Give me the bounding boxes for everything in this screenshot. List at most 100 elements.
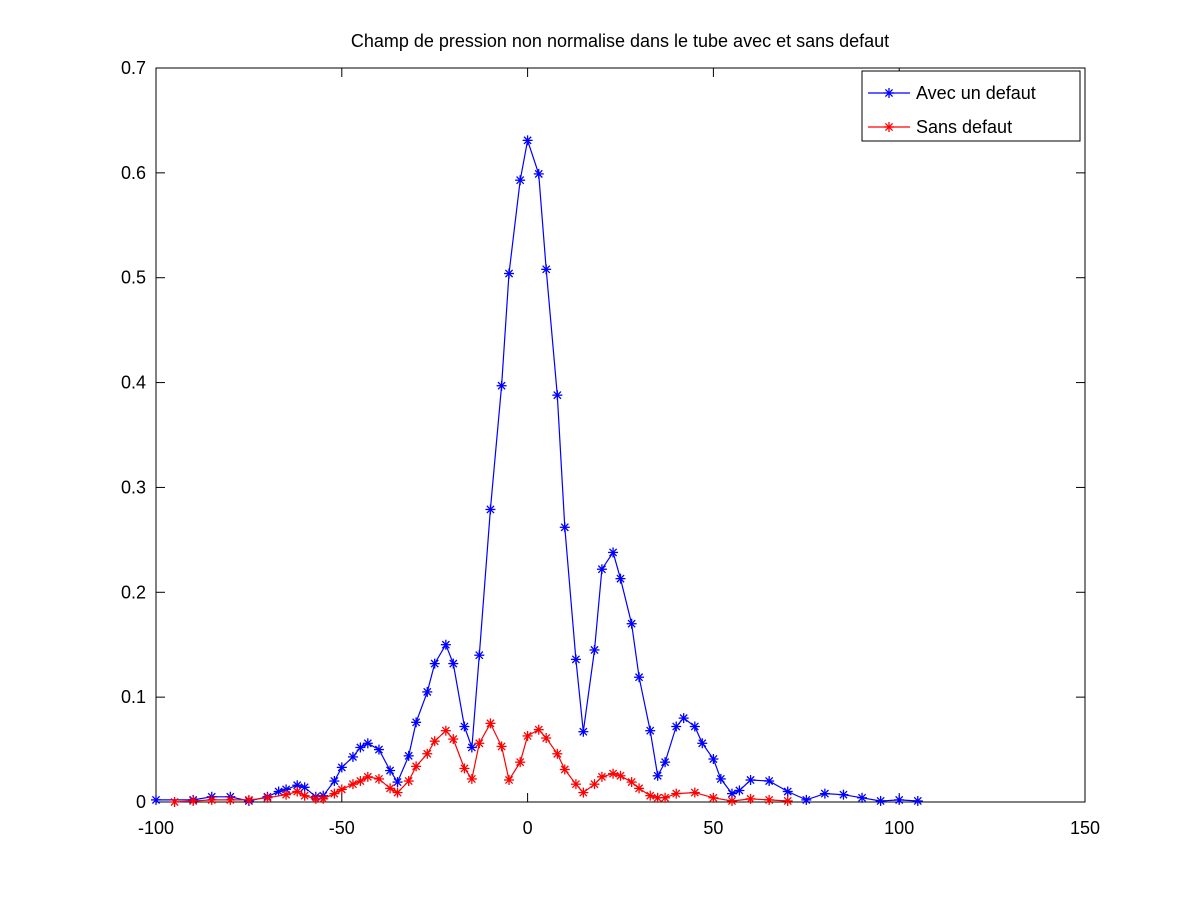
data-point-avec-un-defaut: [570, 654, 581, 665]
data-point-sans-defaut: [552, 748, 563, 759]
data-point-sans-defaut: [474, 738, 485, 749]
data-point-avec-un-defaut: [715, 773, 726, 784]
data-point-sans-defaut: [281, 789, 292, 800]
data-point-avec-un-defaut: [589, 644, 600, 655]
data-point-avec-un-defaut: [299, 782, 310, 793]
y-tick-label: 0.3: [121, 477, 146, 497]
data-point-sans-defaut: [634, 783, 645, 794]
data-point-sans-defaut: [225, 794, 236, 805]
data-point-sans-defaut: [726, 795, 737, 806]
data-point-sans-defaut: [299, 790, 310, 801]
data-point-avec-un-defaut: [422, 686, 433, 697]
data-point-sans-defaut: [745, 793, 756, 804]
y-tick-label: 0.1: [121, 687, 146, 707]
data-point-avec-un-defaut: [329, 776, 340, 787]
data-point-avec-un-defaut: [362, 738, 373, 749]
data-point-sans-defaut: [188, 795, 199, 806]
legend-label-sans-defaut: Sans defaut: [916, 117, 1012, 137]
data-point-avec-un-defaut: [596, 564, 607, 575]
x-tick-label: 50: [703, 818, 723, 838]
data-point-avec-un-defaut: [660, 757, 671, 768]
data-point-avec-un-defaut: [838, 789, 849, 800]
data-point-avec-un-defaut: [496, 380, 507, 391]
data-point-sans-defaut: [169, 797, 180, 807]
data-point-sans-defaut: [355, 776, 366, 787]
data-point-avec-un-defaut: [652, 770, 663, 781]
data-point-avec-un-defaut: [552, 390, 563, 401]
data-point-sans-defaut: [578, 787, 589, 798]
data-point-avec-un-defaut: [734, 785, 745, 796]
data-point-avec-un-defaut: [515, 175, 526, 186]
data-point-avec-un-defaut: [336, 762, 347, 773]
data-point-sans-defaut: [466, 773, 477, 784]
data-point-avec-un-defaut: [533, 168, 544, 179]
data-point-sans-defaut: [608, 768, 619, 779]
data-point-avec-un-defaut: [448, 658, 459, 669]
data-point-avec-un-defaut: [541, 264, 552, 275]
data-point-sans-defaut: [292, 786, 303, 797]
axes-frame: [155, 67, 1086, 803]
data-point-avec-un-defaut: [608, 547, 619, 558]
data-point-avec-un-defaut: [912, 795, 923, 806]
data-point-sans-defaut: [559, 764, 570, 775]
x-tick-label: 150: [1070, 818, 1100, 838]
data-point-avec-un-defaut: [708, 754, 719, 765]
data-point-avec-un-defaut: [559, 522, 570, 533]
data-point-avec-un-defaut: [671, 721, 682, 732]
data-point-sans-defaut: [515, 757, 526, 768]
data-point-avec-un-defaut: [273, 786, 284, 797]
y-tick-label: 0.7: [121, 58, 146, 78]
data-point-avec-un-defaut: [522, 135, 533, 146]
data-point-avec-un-defaut: [645, 725, 656, 736]
y-tick-label: 0.2: [121, 582, 146, 602]
data-point-avec-un-defaut: [292, 780, 303, 791]
data-point-sans-defaut: [764, 794, 775, 805]
data-point-sans-defaut: [411, 761, 422, 772]
data-point-avec-un-defaut: [578, 726, 589, 737]
data-point-avec-un-defaut: [857, 792, 868, 803]
y-tick-label: 0.6: [121, 163, 146, 183]
chart-title: Champ de pression non normalise dans le …: [351, 31, 889, 51]
data-point-avec-un-defaut: [634, 672, 645, 683]
data-point-avec-un-defaut: [411, 717, 422, 728]
data-point-sans-defaut: [645, 790, 656, 801]
legend-marker-avec-un-defaut: [884, 88, 894, 98]
data-point-sans-defaut: [615, 770, 626, 781]
data-point-avec-un-defaut: [392, 777, 403, 788]
data-point-avec-un-defaut: [745, 774, 756, 785]
data-point-avec-un-defaut: [429, 658, 440, 669]
data-point-sans-defaut: [403, 776, 414, 787]
data-point-sans-defaut: [485, 718, 496, 729]
legend-box: [861, 70, 1081, 142]
data-point-avec-un-defaut: [355, 742, 366, 753]
data-point-sans-defaut: [782, 795, 793, 806]
data-point-sans-defaut: [347, 779, 358, 790]
plot-area: -100 -50 0 50 100 150 0 0.1 0.2 0.3 0.4 0.5 0.6 0.7 Av…: [121, 58, 1100, 838]
data-point-sans-defaut: [504, 774, 515, 785]
data-point-sans-defaut: [522, 730, 533, 741]
data-point-sans-defaut: [459, 763, 470, 774]
data-point-avec-un-defaut: [474, 650, 485, 661]
data-point-avec-un-defaut: [801, 794, 812, 805]
data-point-avec-un-defaut: [782, 786, 793, 797]
data-point-sans-defaut: [448, 734, 459, 745]
data-point-avec-un-defaut: [678, 713, 689, 724]
data-point-sans-defaut: [496, 741, 507, 752]
data-point-avec-un-defaut: [347, 751, 358, 762]
x-tick-label: -100: [138, 818, 174, 838]
data-point-sans-defaut: [206, 794, 217, 805]
data-point-avec-un-defaut: [894, 794, 905, 805]
data-point-sans-defaut: [373, 773, 384, 784]
y-tick-label: 0: [136, 792, 146, 812]
data-point-avec-un-defaut: [385, 765, 396, 776]
legend-label-avec-un-defaut: Avec un defaut: [916, 83, 1036, 103]
data-point-avec-un-defaut: [485, 504, 496, 515]
data-point-sans-defaut: [392, 787, 403, 798]
data-point-sans-defaut: [570, 779, 581, 790]
data-point-sans-defaut: [626, 777, 637, 788]
data-point-sans-defaut: [385, 783, 396, 794]
data-point-sans-defaut: [660, 792, 671, 803]
data-point-avec-un-defaut: [764, 776, 775, 787]
data-point-sans-defaut: [262, 792, 273, 803]
